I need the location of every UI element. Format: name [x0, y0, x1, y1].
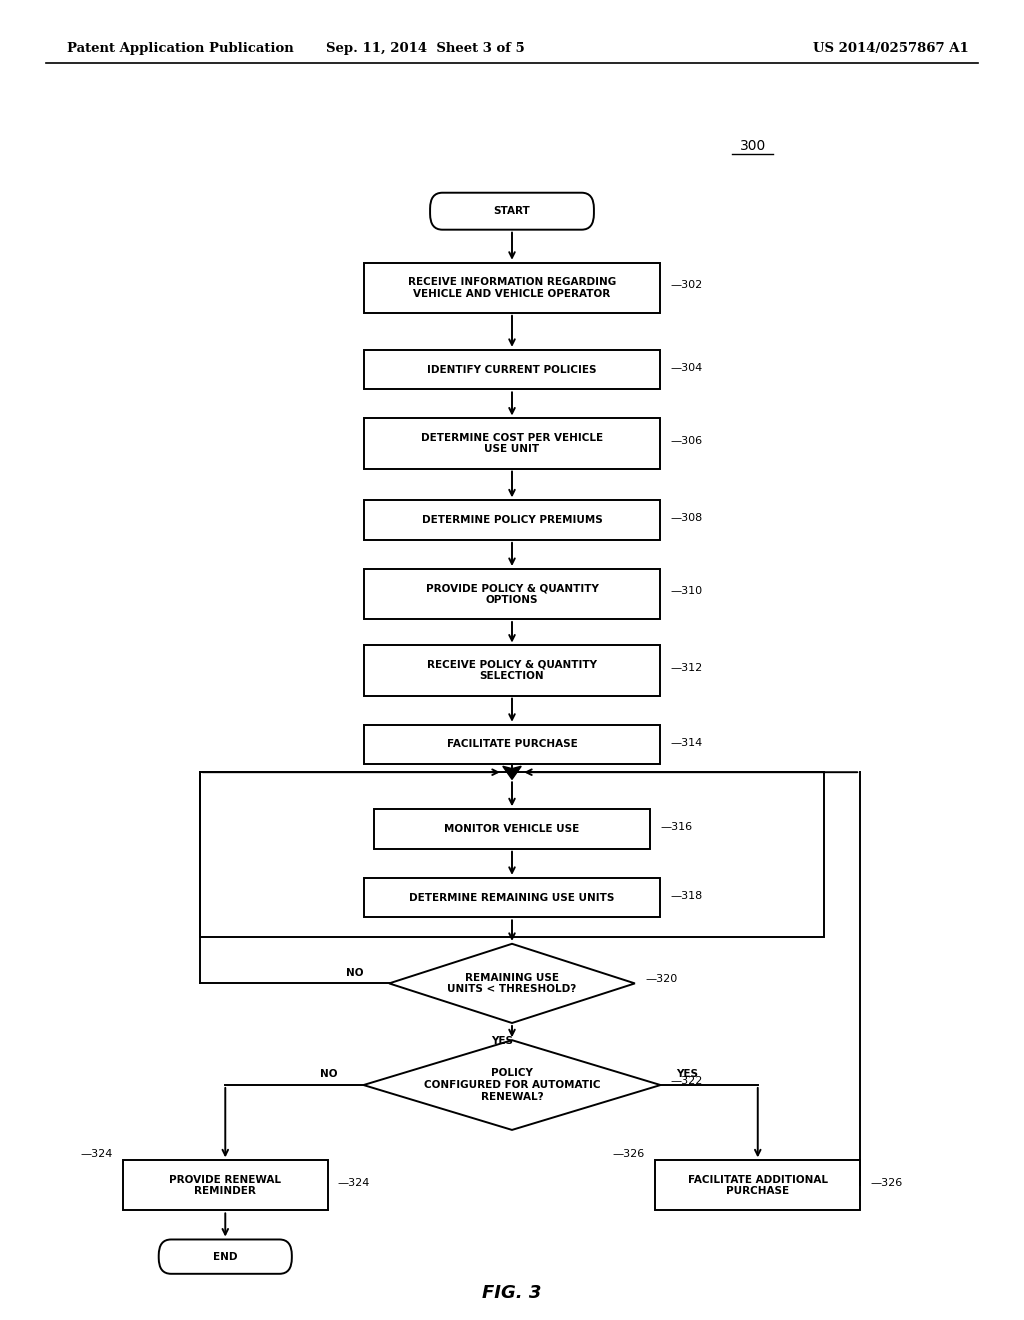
FancyBboxPatch shape: [655, 1160, 860, 1210]
Text: —324: —324: [338, 1177, 371, 1188]
Text: PROVIDE RENEWAL
REMINDER: PROVIDE RENEWAL REMINDER: [169, 1175, 282, 1196]
Text: —326: —326: [870, 1177, 902, 1188]
FancyBboxPatch shape: [159, 1239, 292, 1274]
Text: Sep. 11, 2014  Sheet 3 of 5: Sep. 11, 2014 Sheet 3 of 5: [326, 42, 524, 55]
Text: Patent Application Publication: Patent Application Publication: [67, 42, 293, 55]
Text: IDENTIFY CURRENT POLICIES: IDENTIFY CURRENT POLICIES: [427, 364, 597, 375]
Text: YES: YES: [492, 1036, 513, 1047]
FancyBboxPatch shape: [364, 645, 660, 696]
FancyBboxPatch shape: [374, 809, 650, 849]
Text: —302: —302: [671, 280, 702, 290]
Text: —306: —306: [671, 436, 702, 446]
Text: POLICY
CONFIGURED FOR AUTOMATIC
RENEWAL?: POLICY CONFIGURED FOR AUTOMATIC RENEWAL?: [424, 1068, 600, 1102]
FancyBboxPatch shape: [123, 1160, 328, 1210]
FancyBboxPatch shape: [364, 725, 660, 764]
Text: REMAINING USE
UNITS < THRESHOLD?: REMAINING USE UNITS < THRESHOLD?: [447, 973, 577, 994]
Text: —308: —308: [671, 513, 702, 523]
Polygon shape: [512, 766, 521, 779]
FancyBboxPatch shape: [364, 350, 660, 389]
Text: —324: —324: [80, 1148, 113, 1159]
Text: FIG. 3: FIG. 3: [482, 1283, 542, 1302]
Text: RECEIVE POLICY & QUANTITY
SELECTION: RECEIVE POLICY & QUANTITY SELECTION: [427, 660, 597, 681]
Text: —326: —326: [613, 1148, 645, 1159]
Text: —310: —310: [671, 586, 702, 597]
Text: START: START: [494, 206, 530, 216]
Text: FACILITATE ADDITIONAL
PURCHASE: FACILITATE ADDITIONAL PURCHASE: [688, 1175, 827, 1196]
Text: —316: —316: [660, 822, 692, 832]
FancyBboxPatch shape: [364, 263, 660, 313]
Text: —314: —314: [671, 738, 702, 747]
FancyBboxPatch shape: [364, 500, 660, 540]
Text: —320: —320: [645, 974, 677, 985]
Polygon shape: [364, 1040, 660, 1130]
Text: YES: YES: [676, 1069, 697, 1080]
Text: 300: 300: [739, 139, 766, 153]
FancyBboxPatch shape: [364, 878, 660, 917]
Polygon shape: [503, 766, 512, 779]
Text: FACILITATE PURCHASE: FACILITATE PURCHASE: [446, 739, 578, 750]
Polygon shape: [389, 944, 635, 1023]
Text: —322: —322: [671, 1076, 703, 1085]
Text: —304: —304: [671, 363, 702, 372]
Text: DETERMINE COST PER VEHICLE
USE UNIT: DETERMINE COST PER VEHICLE USE UNIT: [421, 433, 603, 454]
FancyBboxPatch shape: [364, 418, 660, 469]
Text: RECEIVE INFORMATION REGARDING
VEHICLE AND VEHICLE OPERATOR: RECEIVE INFORMATION REGARDING VEHICLE AN…: [408, 277, 616, 298]
FancyBboxPatch shape: [430, 193, 594, 230]
Text: DETERMINE REMAINING USE UNITS: DETERMINE REMAINING USE UNITS: [410, 892, 614, 903]
Text: NO: NO: [321, 1069, 338, 1080]
Text: —318: —318: [671, 891, 702, 900]
Text: MONITOR VEHICLE USE: MONITOR VEHICLE USE: [444, 824, 580, 834]
Text: END: END: [213, 1251, 238, 1262]
Text: NO: NO: [346, 968, 364, 978]
Text: US 2014/0257867 A1: US 2014/0257867 A1: [813, 42, 969, 55]
Text: DETERMINE POLICY PREMIUMS: DETERMINE POLICY PREMIUMS: [422, 515, 602, 525]
Text: PROVIDE POLICY & QUANTITY
OPTIONS: PROVIDE POLICY & QUANTITY OPTIONS: [426, 583, 598, 605]
Text: —312: —312: [671, 663, 702, 673]
FancyBboxPatch shape: [364, 569, 660, 619]
